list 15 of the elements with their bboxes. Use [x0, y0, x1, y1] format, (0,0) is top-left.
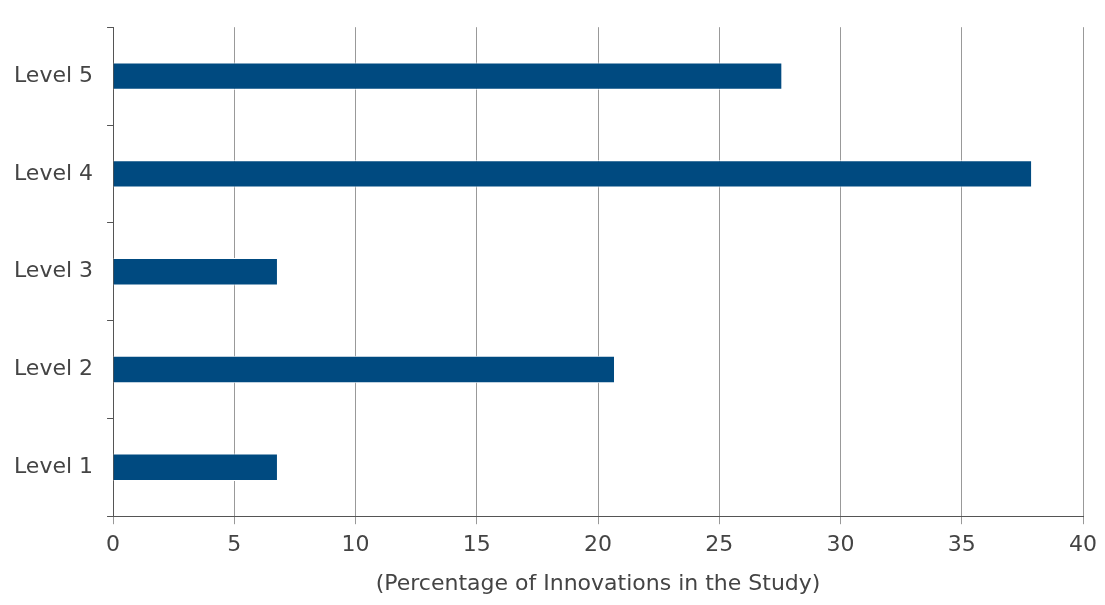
- x-tick-label: 40: [1069, 531, 1097, 557]
- x-tick-label: 20: [584, 531, 613, 557]
- y-tick-label: Level 2: [14, 355, 94, 381]
- x-tick-label: 15: [462, 531, 491, 557]
- y-tick-label: Level 4: [14, 159, 94, 185]
- x-axis-title: (Percentage of Innovations in the Study): [375, 569, 821, 595]
- y-tick-label: Level 5: [14, 61, 94, 87]
- y-tick-label: Level 1: [14, 453, 94, 479]
- x-tick-label: 30: [826, 531, 855, 557]
- x-tick-label: 25: [705, 531, 734, 557]
- x-tick-label: 35: [947, 531, 976, 557]
- x-tick-label: 5: [227, 531, 242, 557]
- x-tick-label: 10: [341, 531, 370, 557]
- y-tick-label: Level 3: [14, 257, 94, 283]
- x-tick-label: 0: [106, 531, 121, 557]
